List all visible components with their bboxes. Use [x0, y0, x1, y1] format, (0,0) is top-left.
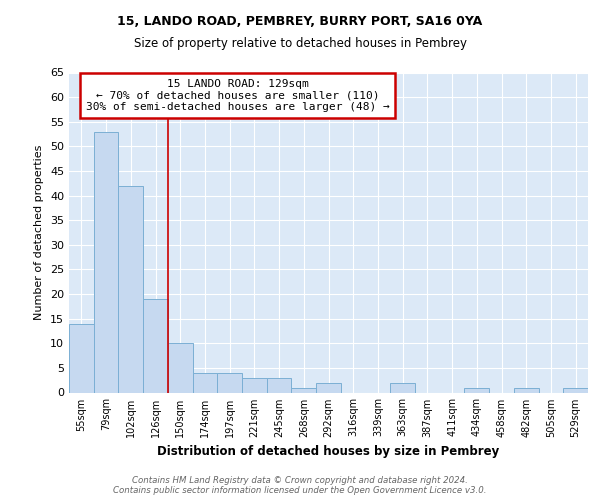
Bar	[316, 382, 341, 392]
Bar	[514, 388, 539, 392]
Bar	[69, 324, 94, 392]
Bar	[267, 378, 292, 392]
Bar	[168, 344, 193, 392]
Text: Size of property relative to detached houses in Pembrey: Size of property relative to detached ho…	[133, 38, 467, 51]
Bar	[563, 388, 588, 392]
Y-axis label: Number of detached properties: Number of detached properties	[34, 145, 44, 320]
Bar	[193, 373, 217, 392]
Bar	[118, 186, 143, 392]
Bar	[292, 388, 316, 392]
Bar	[390, 382, 415, 392]
Bar	[143, 299, 168, 392]
Text: Contains HM Land Registry data © Crown copyright and database right 2024.
Contai: Contains HM Land Registry data © Crown c…	[113, 476, 487, 495]
X-axis label: Distribution of detached houses by size in Pembrey: Distribution of detached houses by size …	[157, 445, 500, 458]
Bar	[94, 132, 118, 392]
Text: 15, LANDO ROAD, PEMBREY, BURRY PORT, SA16 0YA: 15, LANDO ROAD, PEMBREY, BURRY PORT, SA1…	[118, 15, 482, 28]
Text: 15 LANDO ROAD: 129sqm
← 70% of detached houses are smaller (110)
30% of semi-det: 15 LANDO ROAD: 129sqm ← 70% of detached …	[86, 79, 389, 112]
Bar	[217, 373, 242, 392]
Bar	[464, 388, 489, 392]
Bar	[242, 378, 267, 392]
